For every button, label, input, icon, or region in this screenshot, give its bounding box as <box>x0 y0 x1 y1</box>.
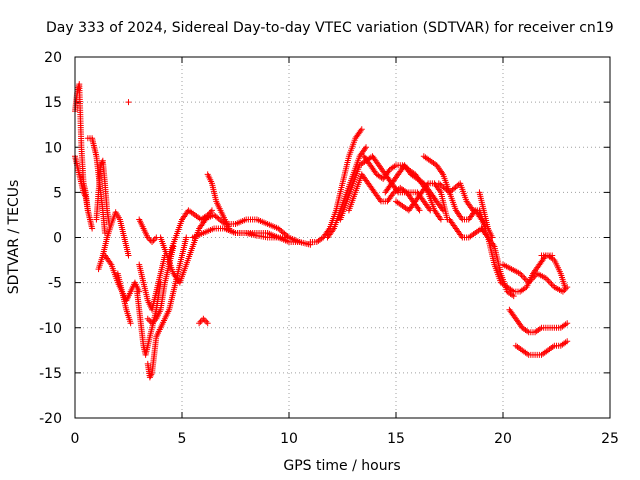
series-arc-22 <box>324 144 370 241</box>
x-tick-label: 25 <box>601 431 619 447</box>
x-tick-label: 5 <box>178 431 187 447</box>
x-tick-label: 20 <box>494 431 512 447</box>
data-point <box>183 234 190 241</box>
x-tick-label: 15 <box>387 431 405 447</box>
series-arc-31 <box>476 189 496 241</box>
data-point <box>127 320 134 327</box>
chart-title: Day 333 of 2024, Sidereal Day-to-day VTE… <box>46 20 614 36</box>
data-point <box>208 207 215 214</box>
data-point <box>358 126 365 133</box>
series-arc-18 <box>200 211 292 241</box>
data-point <box>197 318 204 325</box>
series-arc-24 <box>345 171 423 214</box>
x-tick-label: 0 <box>71 431 80 447</box>
data-point <box>146 317 153 324</box>
data-point <box>200 315 207 322</box>
series-arc-20 <box>221 225 303 246</box>
data-point <box>125 252 132 259</box>
data-point <box>150 237 157 244</box>
data-point <box>363 144 370 151</box>
data-point <box>562 284 569 291</box>
y-tick-label: 20 <box>44 50 62 66</box>
data-point <box>204 320 211 327</box>
data-point <box>125 99 132 106</box>
plot-frame <box>74 56 611 419</box>
series-arc-21 <box>307 126 365 246</box>
x-axis-label: GPS time / hours <box>283 458 400 474</box>
y-tick-label: 0 <box>53 231 62 247</box>
data-point <box>151 236 158 243</box>
y-tick-label: 15 <box>44 95 62 111</box>
series-arc-5 <box>95 209 132 273</box>
data-point <box>547 279 554 286</box>
data-point <box>149 239 156 246</box>
data-point <box>203 318 210 325</box>
grid-lines <box>75 57 610 418</box>
series-arc-8 <box>125 99 132 106</box>
series-arc-15 <box>166 207 211 259</box>
data-point <box>144 315 151 322</box>
series-arc-10 <box>136 252 168 313</box>
data-point <box>521 275 528 282</box>
data-point <box>201 317 208 324</box>
series-arc-2 <box>72 153 96 232</box>
series-arc-27 <box>393 180 451 223</box>
y-tick-label: 10 <box>44 140 62 156</box>
y-tick-label: -20 <box>39 411 62 427</box>
data-point <box>416 207 423 214</box>
series-arc-16 <box>196 315 211 327</box>
data-point <box>437 216 444 223</box>
data-point <box>548 281 555 288</box>
series-arc-36 <box>512 338 571 358</box>
data-point <box>101 229 108 236</box>
y-tick-label: -5 <box>48 276 62 292</box>
y-tick-label: 5 <box>53 185 62 201</box>
data-point <box>519 273 526 280</box>
data-point <box>196 320 203 327</box>
data-point <box>545 278 552 285</box>
series-arc-7 <box>114 270 143 304</box>
series-arc-32 <box>478 225 556 295</box>
data-point <box>564 320 571 327</box>
series-arc-34 <box>538 252 569 291</box>
series-arc-13 <box>136 216 160 246</box>
y-tick-label: -10 <box>39 321 62 337</box>
data-points <box>72 81 571 381</box>
axis-ticks: 0 5 10 15 20 25 -20 -15 -10 -5 0 5 10 15 20 <box>39 50 619 447</box>
y-tick-label: -15 <box>39 366 62 382</box>
series-arc-35 <box>506 306 571 336</box>
series-arc-12 <box>144 243 177 327</box>
series-arc-17 <box>204 171 233 232</box>
data-point <box>296 239 303 246</box>
series-arc-4 <box>93 157 113 227</box>
series-arc-14 <box>157 207 215 286</box>
data-point <box>89 225 96 232</box>
y-axis-label: SDTVAR / TECUs <box>6 180 22 295</box>
series-arc-23 <box>337 153 434 223</box>
x-tick-label: 10 <box>280 431 298 447</box>
data-point <box>564 338 571 345</box>
series-arc-33 <box>500 261 571 295</box>
